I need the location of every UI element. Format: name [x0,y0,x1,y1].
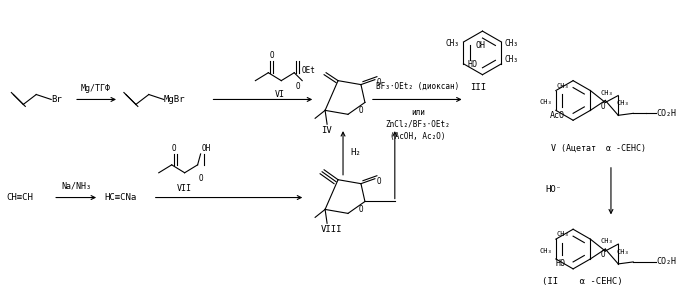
Text: (AcOH, Ac₂O): (AcOH, Ac₂O) [390,132,445,140]
Text: Na/NH₃: Na/NH₃ [61,181,91,190]
Text: OEt: OEt [301,66,315,75]
Text: O: O [377,177,382,186]
Text: OH: OH [475,41,486,50]
Text: CH₃: CH₃ [556,83,569,89]
Text: CH₃: CH₃ [505,40,519,48]
Text: O: O [172,145,176,154]
Text: CH₃: CH₃ [617,249,630,255]
Text: H₂: H₂ [350,148,361,157]
Text: CO₂H: CO₂H [656,109,676,118]
Text: CH₃: CH₃ [601,89,614,96]
Text: VII: VII [177,184,192,193]
Text: CH₃: CH₃ [556,231,569,237]
Text: CH₃: CH₃ [601,238,614,244]
Text: AcO: AcO [550,111,565,120]
Text: MgBr: MgBr [164,95,185,104]
Text: или: или [411,108,425,117]
Text: III: III [470,83,487,92]
Text: Mg/ТГФ: Mg/ТГФ [81,84,111,93]
Text: O: O [377,78,382,87]
Text: CH₃: CH₃ [446,40,459,48]
Text: BF₃·OEt₂ (диоксан): BF₃·OEt₂ (диоксан) [376,82,459,91]
Text: O: O [601,102,605,111]
Text: HO: HO [468,60,477,69]
Text: V (Ацетат  α -СЕНС): V (Ацетат α -СЕНС) [552,143,646,152]
Text: CH₃: CH₃ [617,100,630,106]
Text: VI: VI [274,90,284,99]
Text: VIII: VIII [321,225,343,234]
Text: HO⁻: HO⁻ [545,185,561,194]
Text: O: O [269,51,274,60]
Text: HC≡CNa: HC≡CNa [104,193,136,202]
Text: HO: HO [555,259,565,268]
Text: O: O [359,205,363,214]
Text: CH≡CH: CH≡CH [6,193,34,202]
Text: (II    α -СЕНС): (II α -СЕНС) [542,277,623,286]
Text: O: O [601,250,605,260]
Text: O: O [295,82,300,91]
Text: OH: OH [201,143,211,152]
Text: IV: IV [321,126,332,135]
Text: CO₂H: CO₂H [656,257,676,266]
Text: Br: Br [51,95,62,104]
Text: O: O [199,174,203,183]
Text: CH₃: CH₃ [505,55,519,64]
Text: O: O [359,106,363,115]
Text: CH₃: CH₃ [539,248,552,254]
Text: CH₃: CH₃ [539,99,552,105]
Text: ZnCl₂/BF₃·OEt₂: ZnCl₂/BF₃·OEt₂ [385,120,450,129]
